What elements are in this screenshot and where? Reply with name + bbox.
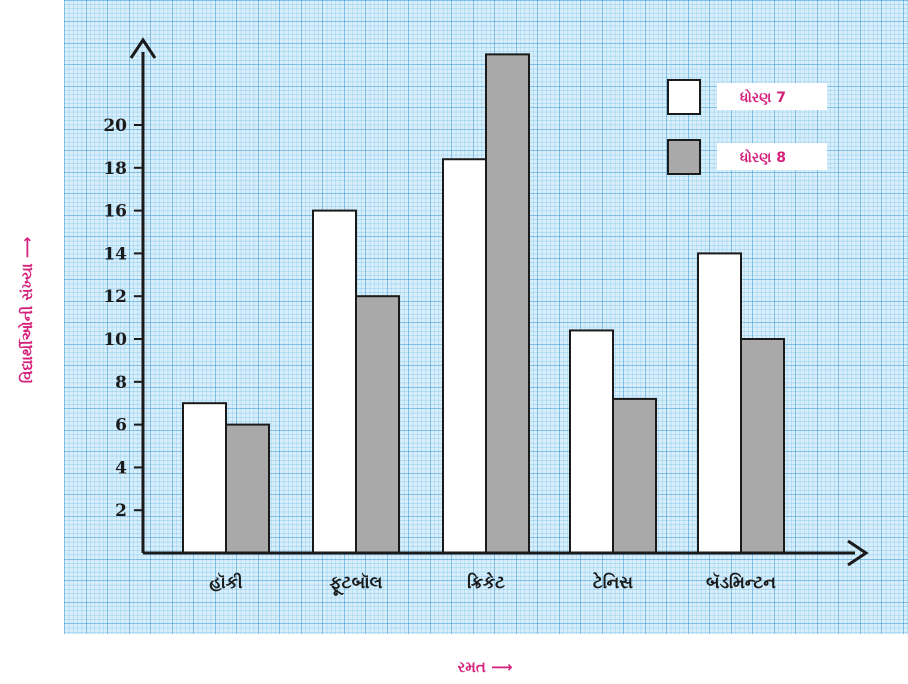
y-ticks-group: 2 4 6 8 10 12 14 16 18 20 (103, 116, 143, 521)
category-label-3: ટેનિસ (593, 571, 634, 593)
y-tick-label-5: 12 (103, 287, 127, 307)
legend-label-std8: ધોરણ 8 (740, 148, 786, 166)
category-label-4: બૅડમિન્ટન (706, 572, 776, 593)
bar-std7-4 (697, 252, 742, 554)
legend-label-std7: ધોરણ 7 (740, 88, 786, 106)
category-label-1: ફૂટબૉલ (330, 572, 383, 596)
y-tick-label-9: 20 (103, 116, 127, 136)
bar-std8-2 (485, 53, 530, 554)
legend-swatch-std8 (667, 139, 701, 175)
legend-label-box-std8 (717, 143, 827, 170)
y-tick-label-8: 18 (103, 159, 127, 179)
y-tick-label-2: 6 (115, 416, 127, 436)
y-tick-label-3: 8 (115, 373, 127, 393)
y-tick-label-6: 14 (103, 244, 127, 264)
y-tick-label-4: 10 (103, 330, 127, 350)
category-label-0: હૉકી (209, 572, 242, 593)
bars-group (182, 53, 785, 555)
bar-std7-0 (182, 402, 227, 555)
y-tick-label-7: 16 (103, 202, 127, 222)
y-axis-arrow-icon (129, 37, 157, 59)
bar-std8-4 (740, 338, 785, 554)
bar-std8-0 (225, 423, 270, 554)
legend-label-box-std7 (717, 83, 827, 110)
bar-std7-2 (442, 158, 487, 555)
category-labels-group: હૉકી ફૂટબૉલ ક્રિકેટ ટેનિસ બૅડમિન્ટન (209, 571, 776, 596)
legend-swatch-std7 (667, 79, 701, 115)
bar-std8-1 (355, 295, 400, 554)
y-tick-label-1: 4 (115, 458, 127, 478)
legend: ધોરણ 7 ધોરણ 8 (667, 79, 827, 175)
x-axis-arrow-icon (847, 539, 869, 567)
y-axis-title: વિદ્યાર્થીઓની સંખ્યા ⟶ (17, 237, 36, 384)
x-axis-title: રમત ⟶ (457, 658, 512, 676)
bar-std8-3 (612, 397, 657, 555)
y-tick-label-0: 2 (115, 501, 127, 521)
axes (129, 37, 869, 567)
bar-std7-1 (312, 209, 357, 554)
category-label-2: ક્રિકેટ (467, 571, 505, 593)
bar-std7-3 (569, 329, 614, 554)
